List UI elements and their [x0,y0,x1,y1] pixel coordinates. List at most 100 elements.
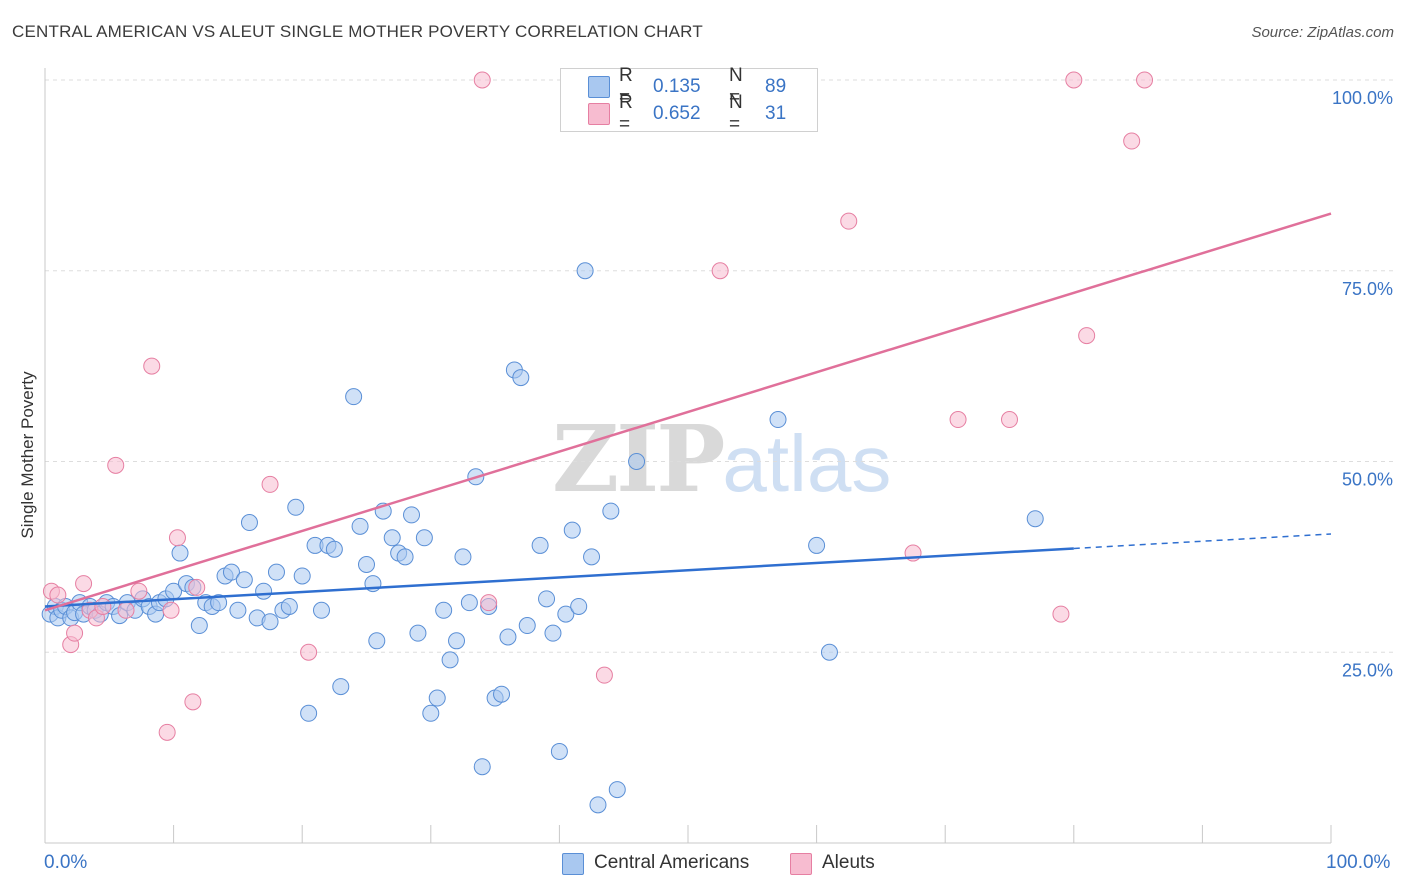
data-point-aleut [143,357,161,375]
data-point-aleut [480,594,498,612]
data-point-aleut [49,586,67,604]
data-point-central-american [563,521,581,539]
data-point-central-american [1026,510,1044,528]
data-point-central-american [518,617,536,635]
pink-swatch [588,103,610,125]
x-min-label: 0.0% [44,852,88,873]
data-point-central-american [229,601,247,619]
data-point-central-american [473,758,491,776]
y-tick-label: 50.0% [1342,470,1393,490]
data-point-central-american [312,601,330,619]
correlation-legend: R = 0.135 N = 89 R = 0.652 N = 31 [560,65,818,135]
data-point-central-american [557,605,575,623]
data-point-central-american [287,498,305,516]
data-point-central-american [576,262,594,280]
data-point-central-american [499,628,517,646]
trend-lines [44,212,1332,612]
data-point-aleut [184,693,202,711]
data-point-central-american [441,651,459,669]
data-point-aleut [1123,132,1141,150]
data-point-aleut [66,624,84,642]
watermark-atlas: atlas [722,419,892,508]
n-label: N = [729,65,743,108]
data-point-central-american [550,742,568,760]
data-point-central-american [351,517,369,535]
data-point-central-american [261,613,279,631]
data-point-central-american [583,548,601,566]
data-point-central-american [222,563,240,581]
gridlines [45,79,1393,653]
data-point-central-american [544,624,562,642]
r-label: R = [619,92,633,135]
data-point-central-american [293,567,311,585]
data-point-central-american [325,540,343,558]
data-point-aleut [1001,411,1018,429]
data-point-aleut [188,578,206,596]
data-point-central-american [403,506,421,524]
data-point-central-american [512,369,530,387]
y-tick-labels: 100.0% 75.0% 50.0% 25.0% [1332,88,1393,680]
data-point-central-american [240,514,258,532]
data-point-central-american [448,632,466,650]
data-point-central-american [415,529,433,547]
n-value: 89 [765,76,787,97]
data-point-central-american [345,388,363,406]
data-point-central-american [383,529,401,547]
data-point-aleut [130,582,148,600]
data-point-central-american [808,536,826,554]
source-label: Source: ZipAtlas.com [1251,24,1394,41]
data-point-aleut [107,456,125,474]
data-point-aleut [261,475,279,493]
x-max-label: 100.0% [1326,852,1391,873]
data-point-aleut [595,666,613,684]
trend-line-central-americans-extension [1073,533,1332,550]
data-point-central-american [460,594,478,612]
data-point-aleut [840,212,858,230]
data-point-central-american [210,594,228,612]
trend-line-central-americans [44,547,1074,608]
data-point-aleut [162,601,180,619]
data-point-central-american [358,556,375,574]
data-point-central-american [769,411,787,429]
data-point-central-american [267,563,285,581]
trend-line-aleuts [44,212,1332,612]
data-point-central-american [820,643,838,661]
data-point-aleut [300,643,318,661]
legend-label: Aleuts [822,852,875,873]
r-label: R = [619,65,633,108]
data-point-aleut [711,262,729,280]
data-point-aleut [1078,327,1096,345]
data-point-central-american [171,544,189,562]
data-point-central-american [628,453,646,470]
series-aleuts [42,71,1154,741]
n-value: 31 [765,103,787,124]
r-value: 0.652 [653,103,701,124]
data-point-central-american [300,704,318,722]
data-point-central-american [493,685,511,703]
data-point-aleut [75,575,93,593]
watermark: ZIPatlas [552,405,891,513]
data-point-aleut [1136,71,1154,89]
data-point-central-american [422,704,440,722]
y-tick-label: 25.0% [1342,660,1393,680]
data-point-central-american [608,781,626,799]
data-point-central-american [368,632,386,650]
data-point-central-american [332,678,350,696]
data-point-central-american [531,536,549,554]
blue-swatch [562,853,584,875]
data-point-central-american [428,689,446,707]
data-point-central-american [602,502,620,520]
y-tick-label: 75.0% [1342,279,1393,299]
legend-label: Central Americans [594,852,750,873]
blue-swatch [588,76,610,98]
data-point-aleut [117,601,135,619]
chart-title: CENTRAL AMERICAN VS ALEUT SINGLE MOTHER … [12,22,703,41]
series-central-americans [41,262,1044,814]
n-label: N = [729,92,743,135]
data-point-aleut [1052,605,1070,623]
data-point-central-american [538,590,556,608]
data-point-central-american [409,624,427,642]
data-point-central-american [190,617,208,635]
data-point-central-american [280,597,298,615]
data-point-central-american [396,548,414,566]
